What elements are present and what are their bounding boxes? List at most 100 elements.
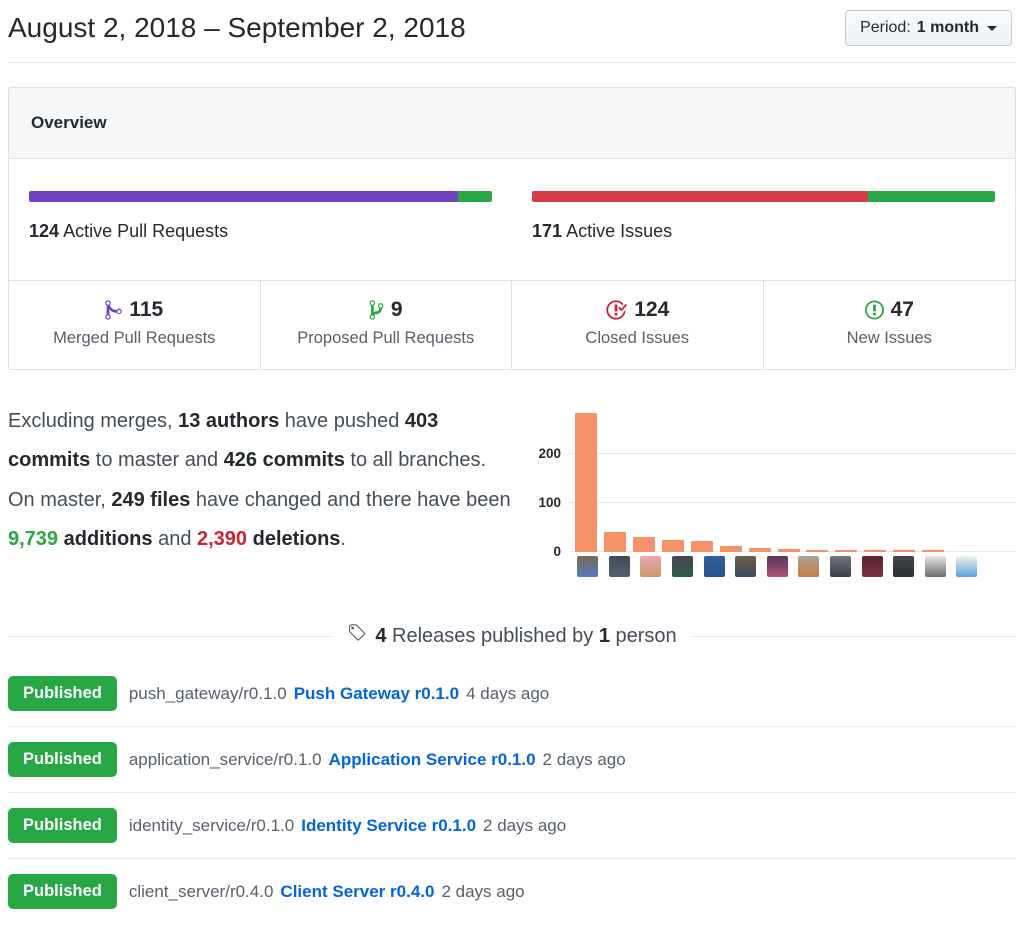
release-title-link[interactable]: Client Server r0.4.0 (280, 881, 435, 901)
releases-list: Published push_gateway/r0.1.0 Push Gatew… (8, 661, 1016, 924)
proposed-pr-segment (458, 191, 492, 202)
pull-requests-progress-bar (29, 191, 492, 202)
published-badge: Published (8, 808, 117, 843)
commit-bar-author-13 (921, 550, 944, 552)
avatar-contributor-2[interactable] (608, 556, 630, 577)
y-tick-label-0: 0 (553, 544, 561, 559)
stats-row: 115 Merged Pull Requests 9 Proposed Pull… (9, 280, 1015, 369)
commits-bar-chart: 0 100 200 (513, 400, 1016, 577)
period-value: 1 month (916, 19, 979, 36)
published-badge: Published (8, 676, 117, 711)
release-title-link[interactable]: Identity Service r0.1.0 (301, 815, 477, 835)
avatar-contributor-1[interactable] (577, 556, 599, 577)
issues-meter-label: 171 Active Issues (532, 221, 673, 241)
y-tick-label-100: 100 (538, 495, 561, 511)
release-title-link[interactable]: Push Gateway r0.1.0 (293, 683, 460, 703)
page-header: August 2, 2018 – September 2, 2018 Perio… (8, 10, 1016, 46)
releases-section-header: 4 Releases published by 1 person (8, 623, 1016, 649)
chart-plot-area: 0 100 200 (538, 412, 1016, 559)
gridline-200 (569, 453, 1016, 455)
period-prefix: Period: (860, 19, 911, 36)
proposed-pr-count: 9 (390, 298, 403, 321)
stat-closed-issues: 124 Closed Issues (512, 281, 764, 369)
gridline-100 (569, 502, 1016, 504)
overview-title: Overview (31, 113, 107, 132)
release-tag-name: client_server/r0.4.0 (128, 881, 274, 901)
merged-pr-count: 115 (129, 298, 164, 321)
release-tag-name: push_gateway/r0.1.0 (128, 683, 287, 703)
overview-box-header: Overview (9, 88, 1015, 159)
avatar-contributor-11[interactable] (893, 556, 915, 577)
releases-header-text: 4 Releases published by 1 person (333, 623, 690, 649)
commit-bar-author-1 (575, 413, 598, 552)
git-branch-icon (369, 299, 384, 321)
release-tag-name: application_service/r0.1.0 (128, 749, 322, 769)
pull-requests-meter: 124 Active Pull Requests (9, 191, 512, 242)
merged-pr-label: Merged Pull Requests (53, 329, 216, 347)
stat-merged-pull-requests: 115 Merged Pull Requests (9, 281, 261, 369)
release-timestamp: 2 days ago (542, 749, 626, 769)
page-title: August 2, 2018 – September 2, 2018 (8, 12, 466, 43)
avatar-contributor-13[interactable] (956, 556, 978, 577)
avatar-contributor-4[interactable] (672, 556, 694, 577)
commit-bar-author-11 (864, 550, 887, 552)
release-row: Published push_gateway/r0.1.0 Push Gatew… (8, 661, 1016, 726)
meters-row: 124 Active Pull Requests 171 Active Issu… (9, 159, 1015, 280)
divider-line-left (8, 635, 334, 637)
commit-bar-author-8 (777, 549, 800, 552)
new-issues-label: New Issues (846, 329, 932, 347)
avatar-contributor-6[interactable] (735, 556, 757, 577)
y-tick-label-200: 200 (538, 446, 561, 462)
avatar-contributor-8[interactable] (798, 556, 820, 577)
commit-summary-text: Excluding merges, 13 authors have pushed… (8, 410, 511, 551)
closed-issues-label: Closed Issues (585, 329, 690, 347)
commit-bar-author-5 (690, 540, 713, 552)
new-issues-segment (867, 191, 995, 202)
release-title-link[interactable]: Application Service r0.1.0 (328, 749, 536, 769)
proposed-pr-label: Proposed Pull Requests (297, 329, 475, 347)
closed-issues-segment (532, 191, 868, 202)
stat-new-issues: 47 New Issues (764, 281, 1016, 369)
release-row: Published identity_service/r0.1.0 Identi… (8, 792, 1016, 858)
release-timestamp: 2 days ago (483, 815, 567, 835)
git-merge-icon (105, 299, 123, 321)
overview-box: Overview 124 Active Pull Requests 171 Ac… (8, 87, 1016, 370)
stat-proposed-pull-requests: 9 Proposed Pull Requests (261, 281, 512, 369)
commit-bar-author-9 (806, 549, 829, 552)
published-badge: Published (8, 874, 117, 909)
commit-bar-author-12 (893, 550, 916, 552)
commit-bar-author-6 (719, 545, 742, 552)
issues-meter: 171 Active Issues (512, 191, 1015, 242)
commit-summary-section: Excluding merges, 13 authors have pushed… (8, 400, 1016, 577)
commit-bar-author-10 (835, 550, 858, 552)
release-row: Published client_server/r0.4.0 Client Se… (8, 858, 1016, 924)
issue-opened-icon (864, 299, 884, 321)
tag-icon (347, 623, 367, 649)
avatar-contributor-12[interactable] (924, 556, 946, 577)
new-issues-count: 47 (890, 298, 914, 321)
contributor-avatars-row (572, 556, 983, 577)
release-timestamp: 2 days ago (441, 881, 525, 901)
merged-pr-segment (29, 191, 459, 202)
published-badge: Published (8, 742, 117, 777)
divider-line-right (690, 635, 1016, 637)
chevron-down-icon (987, 25, 997, 31)
avatar-contributor-5[interactable] (703, 556, 725, 577)
commit-bar-author-7 (748, 547, 771, 552)
issues-progress-bar (532, 191, 995, 202)
closed-issues-count: 124 (634, 298, 670, 321)
header-divider (8, 62, 1016, 63)
commit-bar-author-4 (662, 539, 685, 552)
avatar-contributor-3[interactable] (640, 556, 662, 577)
avatar-contributor-10[interactable] (861, 556, 883, 577)
avatar-contributor-7[interactable] (766, 556, 788, 577)
commit-bar-author-2 (604, 532, 627, 552)
issue-closed-icon (605, 299, 628, 321)
pull-requests-meter-label: 124 Active Pull Requests (29, 221, 229, 241)
commit-bar-author-3 (633, 537, 656, 552)
avatar-contributor-9[interactable] (830, 556, 852, 577)
period-dropdown-button[interactable]: Period: 1 month (845, 10, 1012, 46)
release-timestamp: 4 days ago (466, 683, 550, 703)
release-tag-name: identity_service/r0.1.0 (128, 815, 295, 835)
